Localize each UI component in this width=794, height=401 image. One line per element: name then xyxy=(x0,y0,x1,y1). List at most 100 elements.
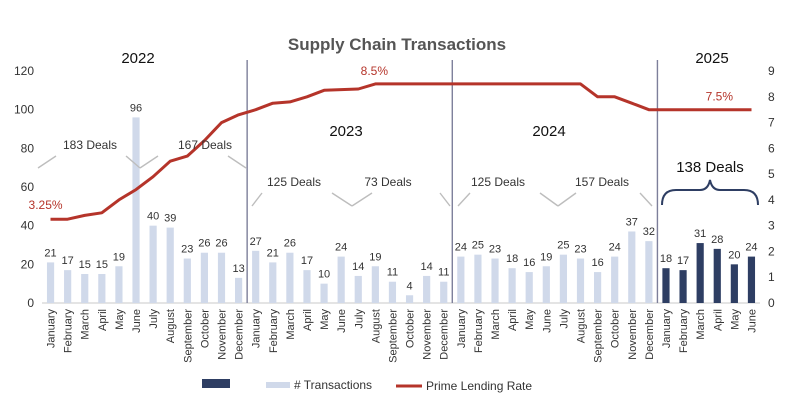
x-axis-label: June xyxy=(336,309,348,333)
left-axis-tick-label: 20 xyxy=(21,257,35,271)
bar-value-label: 20 xyxy=(728,249,740,261)
x-axis-label: March xyxy=(490,309,502,340)
bar-value-label: 11 xyxy=(387,267,398,279)
chart-title: Supply Chain Transactions xyxy=(288,35,506,54)
x-axis-label: May xyxy=(524,309,536,330)
year-label: 2025 xyxy=(695,50,728,67)
bar-value-label: 15 xyxy=(96,259,108,271)
year-label: 2024 xyxy=(532,123,565,140)
deal-connector xyxy=(331,192,353,207)
bar xyxy=(405,295,414,303)
right-axis-tick-label: 2 xyxy=(768,244,775,258)
bar-value-label: 37 xyxy=(626,216,638,228)
bar-value-label: 23 xyxy=(181,244,193,256)
deal-label: 183 Deals xyxy=(63,138,117,152)
x-axis-label: November xyxy=(217,309,229,360)
x-axis-label: January xyxy=(251,309,263,349)
bar-value-label: 32 xyxy=(643,226,655,238)
rate-annotation: 8.5% xyxy=(361,64,389,78)
bar xyxy=(303,270,311,303)
x-axis-label: February xyxy=(268,309,280,354)
left-axis-tick-label: 100 xyxy=(14,103,34,117)
deal-connector xyxy=(557,192,577,207)
bar-value-label: 23 xyxy=(489,244,501,256)
deal-brace xyxy=(661,179,759,206)
bar-value-label: 11 xyxy=(438,267,449,279)
x-axis-label: August xyxy=(165,309,177,343)
bar xyxy=(81,274,89,303)
right-axis-tick-label: 6 xyxy=(768,141,775,155)
x-axis-label: December xyxy=(234,309,246,360)
x-axis-label: October xyxy=(405,309,417,348)
bar-value-label: 31 xyxy=(694,228,706,240)
bar xyxy=(423,275,431,303)
x-axis-label: January xyxy=(46,309,58,349)
x-axis-label: May xyxy=(114,309,126,330)
deal-connector xyxy=(139,155,159,169)
x-axis-label: July xyxy=(558,309,570,329)
x-axis-label: September xyxy=(593,309,605,363)
bar xyxy=(388,281,397,303)
bar-value-label: 17 xyxy=(677,255,689,267)
x-axis-label: April xyxy=(712,309,724,331)
bar xyxy=(747,256,756,303)
left-axis-tick-label: 60 xyxy=(21,180,35,194)
bar xyxy=(320,283,328,303)
bar xyxy=(217,252,226,303)
bar xyxy=(252,250,260,303)
bar-value-label: 19 xyxy=(540,251,552,263)
x-axis-label: October xyxy=(199,309,211,348)
rate-annotation: 3.25% xyxy=(29,198,63,212)
deal-connector xyxy=(37,155,57,169)
bar xyxy=(115,266,123,303)
deal-label: 125 Deals xyxy=(471,175,525,189)
bar-value-label: 24 xyxy=(609,242,621,254)
bar xyxy=(183,258,191,303)
bar xyxy=(149,225,157,303)
deal-label: 125 Deals xyxy=(267,175,321,189)
x-axis-label: September xyxy=(182,309,194,363)
bar xyxy=(269,262,277,303)
right-axis-tick-label: 9 xyxy=(768,64,775,78)
x-axis-label: February xyxy=(678,309,690,354)
x-axis-label: January xyxy=(456,309,468,349)
x-axis-label: April xyxy=(97,309,109,331)
x-axis-label: February xyxy=(63,309,75,354)
x-axis-label: June xyxy=(746,309,758,333)
bar xyxy=(696,243,704,303)
bar xyxy=(628,231,636,303)
bar-value-label: 39 xyxy=(164,213,176,225)
bar-value-label: 25 xyxy=(472,240,484,252)
bar xyxy=(64,270,72,303)
deal-label: 73 Deals xyxy=(364,175,411,189)
bar-value-label: 17 xyxy=(301,255,313,267)
bar-value-label: 15 xyxy=(79,259,91,271)
rate-annotation: 7.5% xyxy=(706,90,734,104)
x-axis-label: July xyxy=(148,309,160,329)
bar-value-label: 26 xyxy=(198,238,210,250)
right-axis-tick-label: 7 xyxy=(768,116,775,130)
bar xyxy=(662,268,670,303)
x-axis-label: April xyxy=(507,309,519,331)
bar xyxy=(235,277,243,303)
deal-connector xyxy=(539,192,559,207)
bar-value-label: 14 xyxy=(352,261,364,273)
x-axis-label: July xyxy=(353,309,365,329)
x-axis-label: November xyxy=(422,309,434,360)
bar xyxy=(559,254,567,303)
bar xyxy=(594,272,602,303)
deal-label-highlight: 138 Deals xyxy=(676,159,744,176)
bar-value-label: 18 xyxy=(506,253,518,265)
right-axis-tick-label: 8 xyxy=(768,90,775,104)
bar xyxy=(525,272,533,303)
bar xyxy=(457,256,465,303)
bar xyxy=(337,256,345,303)
bar-value-label: 96 xyxy=(130,102,142,114)
bar xyxy=(576,258,585,303)
bar-value-label: 16 xyxy=(523,257,535,269)
x-axis-label: March xyxy=(695,309,707,340)
year-label: 2023 xyxy=(329,123,362,140)
deal-connector xyxy=(125,155,141,169)
bar xyxy=(508,268,516,303)
